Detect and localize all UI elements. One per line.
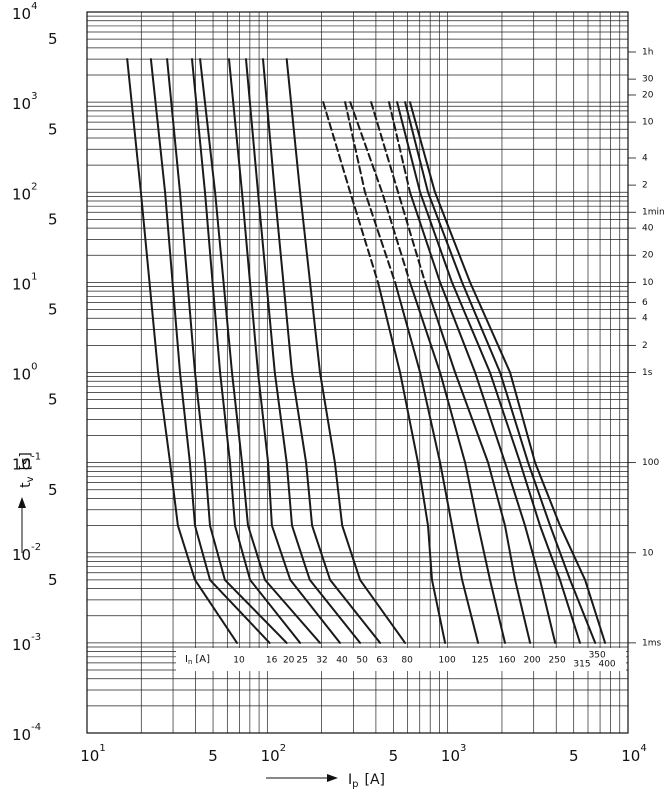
y2-tick-label: 1ms [642,638,661,648]
y-tick-label: 10-1 [12,452,41,474]
series-label: 350 [589,651,606,661]
curve [409,101,607,644]
y-tick-label: 5 [48,300,58,318]
series-label: 100 [439,656,456,666]
y2-tick-label: 6 [642,298,648,308]
y-tick-label: 5 [48,570,58,588]
x-axis-label: Ip [A] [348,772,385,790]
y-axis-arrow [18,497,26,553]
y-axis-label: tv[s] [18,452,36,488]
curve [199,58,321,644]
y-tick-label: 5 [48,30,58,48]
y-tick-label: 5 [48,480,58,498]
y-tick-label: 103 [12,91,37,113]
y2-tick-label: 30 [642,75,654,85]
y2-tick-label: 10 [642,548,654,558]
curve [126,58,238,644]
series-label: 400 [598,660,615,670]
y2-tick-label: 20 [642,90,654,100]
curve [285,58,407,644]
y2-tick-label: 2 [642,341,648,351]
curve [424,281,532,644]
y2-tick-label: 40 [642,224,654,234]
y-tick-label: 100 [12,362,37,384]
y2-tick-label: 20 [642,251,654,261]
label-strip [176,648,626,671]
series-label: 20 [283,656,295,666]
y2-tick-label: 1h [642,47,653,57]
curve [228,58,341,644]
x-tick-label: 5 [389,747,399,765]
x-tick-label: 5 [569,747,579,765]
series-label: 63 [376,656,387,666]
x-tick-label: 103 [441,743,466,765]
curve-dashed [370,101,427,284]
labels: 1045103510251015100510-1510-2510-310-410… [12,1,665,765]
rating-label: In [A] [185,654,210,666]
y2-tick-label: 4 [642,153,648,163]
y-tick-label: 101 [12,271,37,293]
x-tick-label: 104 [621,743,646,765]
curve [404,101,597,644]
y2-tick-label: 1s [642,368,653,378]
y2-tick-label: 10 [642,278,654,288]
series-label: 16 [266,656,278,666]
curve-dashed [388,101,411,194]
y-tick-label: 5 [48,390,58,408]
curve [409,191,557,644]
x-tick-label: 101 [80,743,105,765]
y-tick-label: 102 [12,181,37,203]
curve [166,58,288,644]
curve-dashed [344,101,397,284]
x-axis-arrow [266,774,338,782]
curve [262,58,382,644]
y2-tick-label: 1min [642,208,665,218]
x-tick-label: 102 [261,743,286,765]
curve [191,58,302,644]
x-tick-label: 5 [208,747,218,765]
curves [126,58,607,644]
series-label: 125 [472,656,489,666]
curve [245,58,362,644]
y2-tick-label: 4 [642,314,648,324]
curve [377,281,447,644]
y-tick-label: 5 [48,210,58,228]
y-tick-label: 5 [48,120,58,138]
series-label: 32 [316,656,327,666]
y2-tick-label: 10 [642,118,654,128]
y-tick-label: 10-4 [12,722,41,744]
series-label: 315 [573,660,590,670]
y-tick-label: 10-3 [12,632,41,654]
y-tick-label: 104 [12,1,37,23]
curve [396,101,581,644]
curve [394,281,480,644]
y2-tick-label: 100 [642,458,659,468]
curve-dashed [349,101,411,284]
series-label: 250 [549,656,566,666]
y-tick-label: 10-2 [12,542,41,564]
series-label: 10 [233,656,245,666]
series-label: 40 [336,656,348,666]
series-label: 80 [401,656,413,666]
curve [409,281,506,644]
series-label: 25 [296,656,307,666]
series-label: 200 [523,656,540,666]
y2-tick-label: 2 [642,181,648,191]
curve [149,58,271,644]
curve-dashed [322,101,379,284]
grid [86,11,629,734]
plot-frame [86,11,629,734]
series-label: 50 [356,656,368,666]
series-label: 160 [498,656,515,666]
